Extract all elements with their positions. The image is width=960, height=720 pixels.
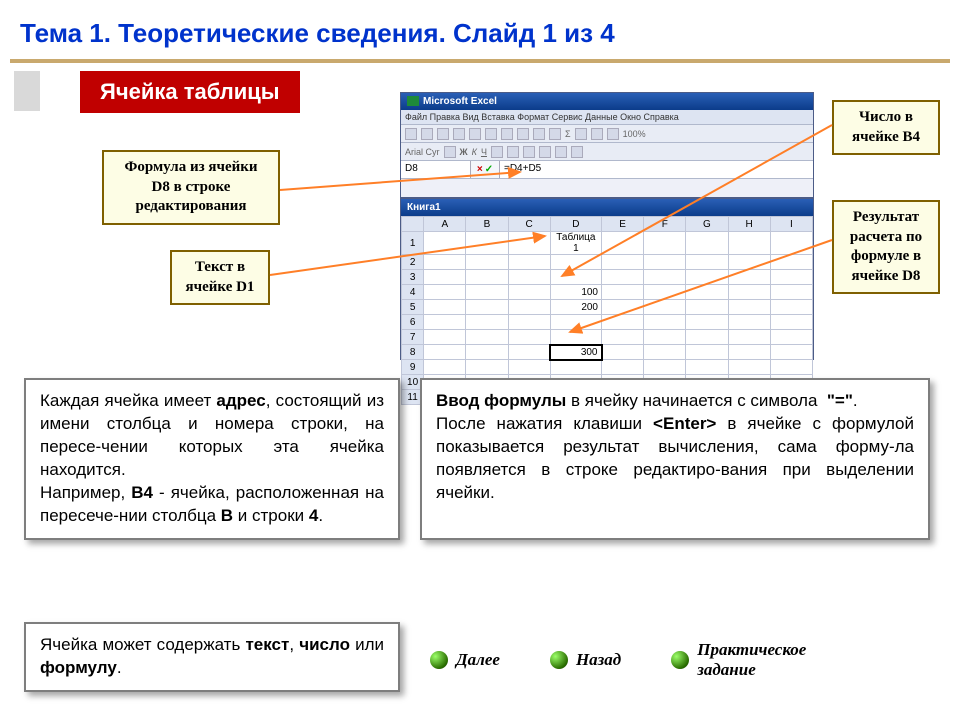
excel-screenshot: Microsoft Excel Файл Правка Вид Вставка … xyxy=(400,92,814,360)
cancel-icon: × xyxy=(477,164,483,175)
info-panel-formula: Ввод формулы в ячейку начинается с симво… xyxy=(420,378,930,540)
excel-toolbar-2: Arial CyrЖКЧ xyxy=(401,143,813,161)
callout-number-b4: Число в ячейке B4 xyxy=(832,100,940,155)
back-label: Назад xyxy=(576,650,621,670)
nav-buttons: Далее Назад Практическое задание xyxy=(430,640,827,680)
divider xyxy=(10,59,950,63)
callout-text-d1: Текст в ячейке D1 xyxy=(170,250,270,305)
bullet-icon xyxy=(671,651,689,669)
back-button[interactable]: Назад xyxy=(550,650,621,670)
excel-grid: ABCDEFGHI1Таблица 1234100520067830091011 xyxy=(401,216,813,405)
page-title: Тема 1. Теоретические сведения. Слайд 1 … xyxy=(0,0,960,59)
bullet-icon xyxy=(550,651,568,669)
excel-app-name: Microsoft Excel xyxy=(423,96,497,107)
excel-book-name: Книга1 xyxy=(407,202,441,213)
callout-formula-d8: Формула из ячейки D8 в строке редактиров… xyxy=(102,150,280,225)
section-banner: Ячейка таблицы xyxy=(80,71,300,113)
bullet-icon xyxy=(430,651,448,669)
accept-icon: ✓ xyxy=(485,164,493,175)
info-panel-content-types: Ячейка может содержать текст, число или … xyxy=(24,622,400,692)
excel-book-titlebar: Книга1 xyxy=(401,197,813,216)
excel-formula-bar: D8 ×✓ =D4+D5 xyxy=(401,161,813,179)
excel-titlebar: Microsoft Excel xyxy=(401,93,813,110)
next-button[interactable]: Далее xyxy=(430,650,500,670)
callout-result-d8: Результат расчета по формуле в ячейке D8 xyxy=(832,200,940,294)
excel-toolbar-1: Σ100% xyxy=(401,125,813,143)
excel-name-box: D8 xyxy=(401,161,471,178)
info-panel-address: Каждая ячейка имеет адрес, состоящий из … xyxy=(24,378,400,540)
task-label: Практическое задание xyxy=(697,640,827,680)
next-label: Далее xyxy=(456,650,500,670)
excel-menubar: Файл Правка Вид Вставка Формат Сервис Да… xyxy=(401,110,813,125)
excel-formula-text: =D4+D5 xyxy=(499,161,813,178)
task-button[interactable]: Практическое задание xyxy=(671,640,827,680)
decorative-block xyxy=(14,71,40,111)
